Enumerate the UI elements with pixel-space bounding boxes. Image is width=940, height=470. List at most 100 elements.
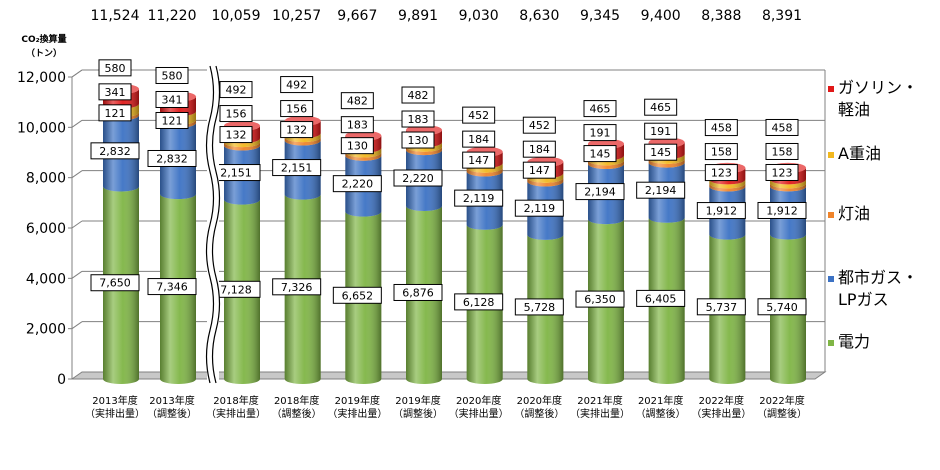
bar-segment-shading (466, 163, 503, 173)
value-label: 2,151 (220, 167, 252, 180)
value-label: 6,405 (645, 292, 677, 305)
value-label: 147 (468, 154, 489, 167)
value-label: 2,194 (584, 186, 616, 199)
total-labels: 11,524 11,220 10,059 10,257 9,667 9,891 9,030 8… (91, 8, 803, 24)
value-label-box (340, 137, 374, 155)
legend-swatch (828, 276, 834, 282)
value-label-box (90, 274, 140, 292)
value-label-box (636, 289, 686, 307)
x-tick-label-type: （調整後） (514, 407, 564, 420)
value-label: 123 (711, 167, 732, 180)
bar-segment-shading (406, 142, 442, 152)
gridline-diagonal (71, 321, 83, 330)
value-label: 5,728 (524, 301, 556, 314)
value-label: 2,220 (402, 172, 434, 185)
value-label: 6,876 (402, 286, 434, 299)
x-tick-label-year: 2021年度 (577, 394, 622, 407)
value-label-box (583, 145, 617, 163)
x-tick-label-year: 2020年度 (456, 394, 501, 407)
y-tick-label: 10,000 (17, 120, 66, 136)
bar-segment-shading (648, 154, 685, 164)
bar-segment-shading (345, 147, 382, 158)
value-label-box (514, 199, 564, 217)
cylinder (103, 83, 139, 384)
value-label: 132 (286, 124, 307, 137)
value-label-box (219, 126, 253, 144)
legend-label: 灯油 (838, 204, 870, 223)
total-label: 11,220 (148, 8, 197, 24)
x-tick-label-year: 2021年度 (638, 394, 683, 407)
value-label-box (636, 181, 686, 199)
value-labels: 7,650 2,832 121 341 580 7,346 2,832 121 341 580 7,… (90, 59, 807, 316)
axis-break-line (205, 65, 215, 384)
stacked-cylinders: 7,650 2,832 121 341 580 7,346 2,832 121 341 580 7,… (90, 59, 807, 384)
value-label: 191 (650, 125, 671, 138)
value-label-box (462, 151, 496, 169)
value-label-box (401, 131, 435, 149)
bar-segment-shading (588, 155, 624, 166)
value-label-box (280, 100, 314, 118)
bar-segment-shading (527, 177, 564, 187)
value-label-box (340, 92, 374, 110)
value-label-box (219, 105, 253, 123)
value-label: 458 (772, 121, 793, 134)
axis-break-gap (207, 66, 219, 387)
x-tick-label-type: （調整後） (757, 407, 807, 420)
x-tick-label-type: （調整後） (147, 407, 197, 420)
legend-label: 都市ガス・ (838, 268, 918, 287)
x-tick-label-type: （実排出量） (449, 407, 509, 420)
value-label: 121 (162, 114, 183, 127)
value-label: 482 (408, 89, 429, 102)
cylinder (406, 125, 442, 384)
value-label-box (757, 201, 807, 219)
value-label-box (462, 130, 496, 148)
cylinder (466, 146, 503, 384)
bar-segment-shading (406, 146, 442, 156)
value-label-box (454, 189, 504, 207)
value-label-box (280, 121, 314, 139)
legend-swatch (828, 212, 834, 218)
y-axis-tick-labels: 0 2,000 4,000 6,000 8,000 10,000 12,000 (17, 70, 66, 388)
value-label: 6,350 (584, 293, 616, 306)
value-label: 465 (650, 101, 671, 114)
y-tick-label: 8,000 (26, 171, 66, 187)
bar-segment-shading (588, 160, 624, 169)
legend-label: LPガス (838, 290, 889, 309)
value-label: 7,128 (220, 283, 252, 296)
value-label-box (393, 169, 443, 187)
total-label: 9,891 (398, 8, 438, 24)
bar-segment-shading (709, 183, 746, 192)
value-label: 145 (650, 146, 671, 159)
bar-segment-shading (709, 179, 746, 189)
x-tick-label-year: 2019年度 (395, 394, 440, 407)
value-label-box (514, 298, 564, 316)
x-tick-label-type: （調整後） (272, 407, 322, 420)
total-label: 8,630 (519, 8, 559, 24)
value-label: 2,119 (524, 202, 556, 215)
value-label-box (90, 142, 140, 160)
value-label-box (332, 175, 382, 193)
legend-label: A重油 (838, 144, 881, 163)
y-tick-label: 4,000 (26, 271, 66, 287)
value-label-box (522, 116, 556, 134)
cylinder (284, 115, 321, 384)
value-label: 2,119 (463, 192, 495, 205)
cylinder (527, 156, 564, 384)
value-label-box (644, 122, 678, 140)
value-label-box (155, 66, 189, 84)
x-axis-tick-labels: 2013年度（実排出量）2013年度（調整後）2018年度（実排出量）2018年… (85, 394, 807, 420)
value-label-box (583, 100, 617, 118)
total-label: 11,524 (91, 8, 140, 24)
value-label-box (98, 104, 132, 122)
value-label: 130 (347, 140, 368, 153)
value-label: 184 (529, 143, 550, 156)
value-label-box (155, 111, 189, 129)
value-label: 452 (529, 119, 550, 132)
total-label: 8,391 (762, 8, 802, 24)
value-label-box (757, 298, 807, 316)
legend-swatch (828, 340, 834, 346)
bar-segment-shading (284, 137, 321, 146)
total-label: 8,388 (701, 8, 741, 24)
